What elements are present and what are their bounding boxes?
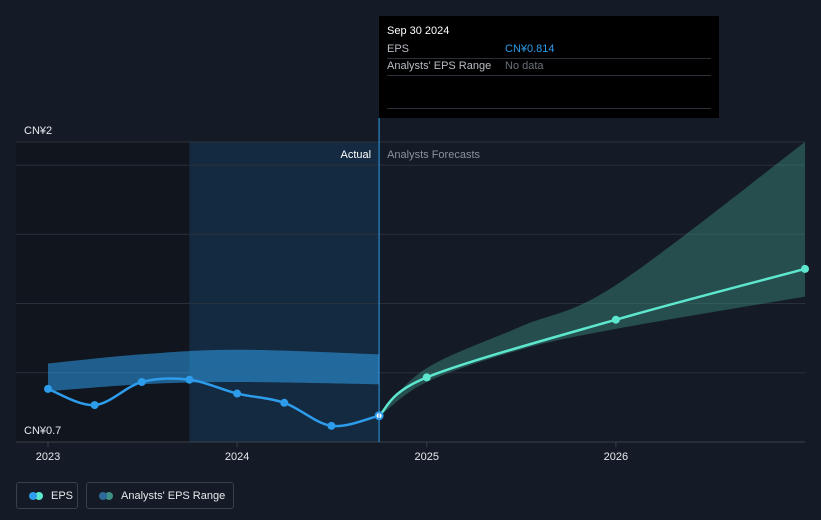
legend-eps[interactable]: EPS <box>16 482 78 509</box>
tooltip-range-value: No data <box>505 60 544 72</box>
y-axis-max-label: CN¥2 <box>24 125 52 137</box>
eps-line-actual <box>47 377 380 428</box>
x-tick-label: 2023 <box>36 451 60 463</box>
eps-range-band-forecast <box>379 142 805 417</box>
tooltip-range-row: Analysts' EPS Range No data <box>387 58 711 76</box>
tooltip: Sep 30 2024 EPS CN¥0.814 Analysts' EPS R… <box>379 16 719 118</box>
eps-point[interactable] <box>280 398 289 407</box>
eps-point[interactable] <box>327 421 336 430</box>
tooltip-date: Sep 30 2024 <box>387 25 450 37</box>
actual-label: Actual <box>341 149 372 161</box>
forecast-label: Analysts Forecasts <box>387 149 480 161</box>
x-tick-label: 2024 <box>225 451 249 463</box>
x-axis: 2023 2024 2025 2026 <box>36 442 628 463</box>
range-legend-icon <box>99 491 115 500</box>
tooltip-eps-label: EPS <box>387 43 410 55</box>
eps-point[interactable] <box>422 373 431 382</box>
recent-period-highlight <box>189 142 380 442</box>
eps-point[interactable] <box>137 378 146 386</box>
eps-chart: Actual Analysts Forecasts CN¥2 CN¥0.7 20… <box>16 118 809 463</box>
eps-legend-icon <box>29 491 45 500</box>
eps-lines <box>47 267 806 428</box>
eps-point[interactable] <box>44 384 52 393</box>
x-tick-label: 2026 <box>604 451 628 463</box>
eps-range-band-actual <box>48 349 380 392</box>
y-axis-min-label: CN¥0.7 <box>24 425 61 437</box>
legend-eps-label: EPS <box>51 489 74 502</box>
legend-analysts-range[interactable]: Analysts' EPS Range <box>86 482 234 509</box>
eps-point[interactable] <box>90 401 99 410</box>
eps-point[interactable] <box>611 315 620 324</box>
tooltip-range-label: Analysts' EPS Range <box>387 60 492 72</box>
tooltip-eps-row: EPS CN¥0.814 <box>387 41 711 59</box>
x-tick-label: 2025 <box>415 451 439 463</box>
tooltip-eps-value: CN¥0.814 <box>505 43 555 55</box>
eps-point[interactable] <box>801 264 809 273</box>
eps-line-forecast <box>378 267 806 417</box>
tooltip-divider <box>387 108 711 109</box>
range-bands <box>48 142 805 417</box>
eps-point[interactable] <box>233 389 242 398</box>
eps-point[interactable] <box>185 375 194 384</box>
legend-range-label: Analysts' EPS Range <box>121 489 226 502</box>
